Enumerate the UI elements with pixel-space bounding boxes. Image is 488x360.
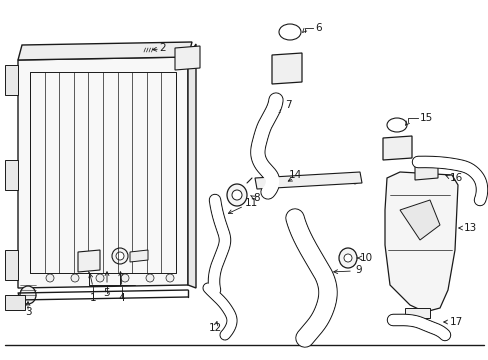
Ellipse shape bbox=[266, 178, 272, 184]
Ellipse shape bbox=[134, 252, 143, 260]
Polygon shape bbox=[130, 250, 148, 262]
Ellipse shape bbox=[226, 184, 246, 206]
Text: 5: 5 bbox=[103, 288, 110, 298]
Ellipse shape bbox=[141, 45, 155, 55]
Ellipse shape bbox=[82, 255, 96, 267]
Text: 3: 3 bbox=[24, 307, 31, 317]
Polygon shape bbox=[78, 250, 100, 272]
Ellipse shape bbox=[276, 59, 296, 77]
Text: 1: 1 bbox=[89, 293, 96, 303]
Text: 15: 15 bbox=[419, 113, 432, 123]
Text: 2: 2 bbox=[160, 43, 166, 53]
Polygon shape bbox=[175, 46, 200, 70]
Ellipse shape bbox=[121, 274, 129, 282]
Polygon shape bbox=[5, 65, 18, 95]
Ellipse shape bbox=[351, 178, 357, 184]
Ellipse shape bbox=[386, 118, 406, 132]
Ellipse shape bbox=[279, 24, 301, 40]
Polygon shape bbox=[254, 172, 361, 189]
Text: 13: 13 bbox=[463, 223, 476, 233]
Text: 14: 14 bbox=[288, 170, 301, 180]
Ellipse shape bbox=[146, 274, 154, 282]
Text: 16: 16 bbox=[449, 173, 462, 183]
Ellipse shape bbox=[71, 274, 79, 282]
Ellipse shape bbox=[179, 51, 195, 63]
Text: 8: 8 bbox=[252, 193, 259, 203]
Text: 17: 17 bbox=[449, 317, 462, 327]
Polygon shape bbox=[187, 44, 196, 288]
Ellipse shape bbox=[112, 248, 128, 264]
Text: 11: 11 bbox=[244, 198, 258, 208]
Polygon shape bbox=[404, 308, 429, 318]
Ellipse shape bbox=[7, 171, 15, 179]
Text: 6: 6 bbox=[314, 23, 321, 33]
Ellipse shape bbox=[231, 190, 242, 200]
Polygon shape bbox=[399, 200, 439, 240]
Ellipse shape bbox=[386, 139, 406, 157]
Ellipse shape bbox=[7, 261, 15, 269]
Text: 4: 4 bbox=[119, 293, 125, 303]
Ellipse shape bbox=[281, 63, 292, 73]
Polygon shape bbox=[384, 172, 457, 312]
Ellipse shape bbox=[326, 178, 332, 184]
Ellipse shape bbox=[46, 274, 54, 282]
Polygon shape bbox=[5, 160, 18, 190]
Ellipse shape bbox=[20, 286, 36, 304]
Text: 12: 12 bbox=[208, 323, 221, 333]
Polygon shape bbox=[414, 161, 437, 180]
Text: 9: 9 bbox=[354, 265, 361, 275]
Polygon shape bbox=[5, 250, 18, 280]
Polygon shape bbox=[18, 42, 192, 60]
Polygon shape bbox=[5, 295, 25, 310]
Ellipse shape bbox=[343, 254, 351, 262]
Ellipse shape bbox=[116, 252, 124, 260]
Ellipse shape bbox=[165, 274, 174, 282]
Polygon shape bbox=[382, 136, 411, 160]
Ellipse shape bbox=[391, 143, 401, 153]
Polygon shape bbox=[18, 57, 187, 288]
Ellipse shape bbox=[7, 76, 15, 84]
Ellipse shape bbox=[96, 274, 104, 282]
Ellipse shape bbox=[338, 248, 356, 268]
Text: 7: 7 bbox=[285, 100, 291, 110]
Text: 10: 10 bbox=[359, 253, 372, 263]
Ellipse shape bbox=[296, 178, 303, 184]
Polygon shape bbox=[271, 53, 302, 84]
